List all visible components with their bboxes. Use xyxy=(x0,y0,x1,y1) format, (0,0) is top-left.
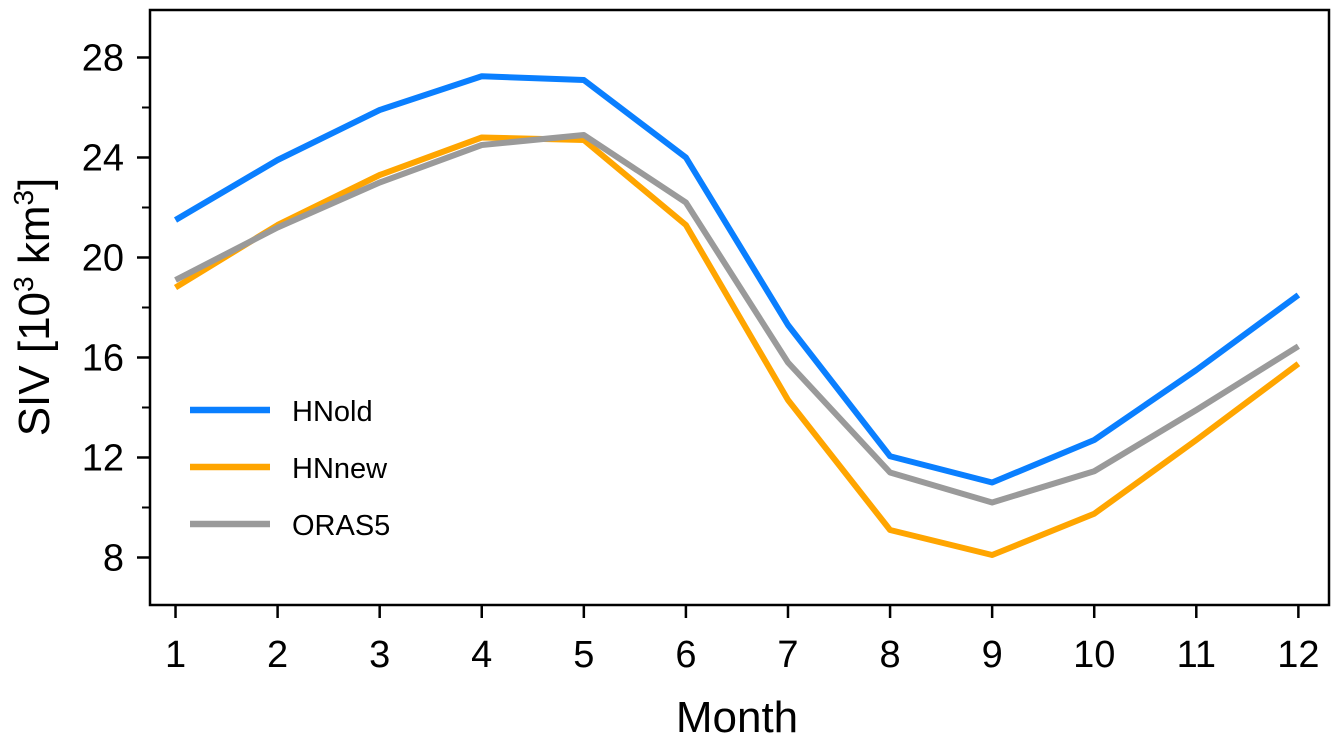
x-tick-label: 9 xyxy=(982,634,1003,676)
series-line-hnnew xyxy=(173,134,1301,558)
y-tick-label: 12 xyxy=(82,438,124,480)
y-tick-label: 28 xyxy=(82,38,124,80)
y-tick-label: 16 xyxy=(82,338,124,380)
x-tick-label: 2 xyxy=(267,634,288,676)
legend-label-hnnew: HNnew xyxy=(292,453,388,485)
y-axis-title-sup2: 3 xyxy=(8,190,39,206)
x-tick-label: 11 xyxy=(1177,634,1216,676)
y-axis: 8 12 16 20 24 28 xyxy=(82,38,150,580)
legend: HNold HNnew ORAS5 xyxy=(190,396,390,542)
y-tick-label: 24 xyxy=(82,138,124,180)
x-tick-label: 6 xyxy=(675,634,696,676)
y-axis-title: SIV [103 km3] xyxy=(8,178,59,437)
x-tick-label: 8 xyxy=(879,634,900,676)
x-tick-label: 5 xyxy=(573,634,594,676)
x-tick-label: 4 xyxy=(471,634,492,676)
x-tick-label: 3 xyxy=(369,634,390,676)
x-axis: 1 2 3 4 5 6 7 8 9 10 11 12 xyxy=(165,605,1320,676)
legend-label-oras5: ORAS5 xyxy=(292,510,390,542)
y-axis-title-mid: km xyxy=(10,206,59,277)
y-tick-label: 20 xyxy=(82,238,124,280)
x-tick-label: 10 xyxy=(1073,634,1115,676)
x-tick-label: 12 xyxy=(1277,634,1319,676)
y-axis-title-suffix: ] xyxy=(10,178,59,190)
y-tick-label: 8 xyxy=(103,538,124,580)
series-line-hnold xyxy=(173,73,1301,486)
series-line-oras5 xyxy=(174,132,1300,506)
series-lines xyxy=(173,73,1301,558)
x-tick-label: 1 xyxy=(165,634,186,676)
y-axis-title-sup1: 3 xyxy=(8,276,39,292)
y-axis-title-prefix: SIV [10 xyxy=(10,292,59,436)
x-axis-title: Month xyxy=(676,693,798,738)
x-tick-label: 7 xyxy=(777,634,798,676)
legend-label-hnold: HNold xyxy=(292,396,373,428)
